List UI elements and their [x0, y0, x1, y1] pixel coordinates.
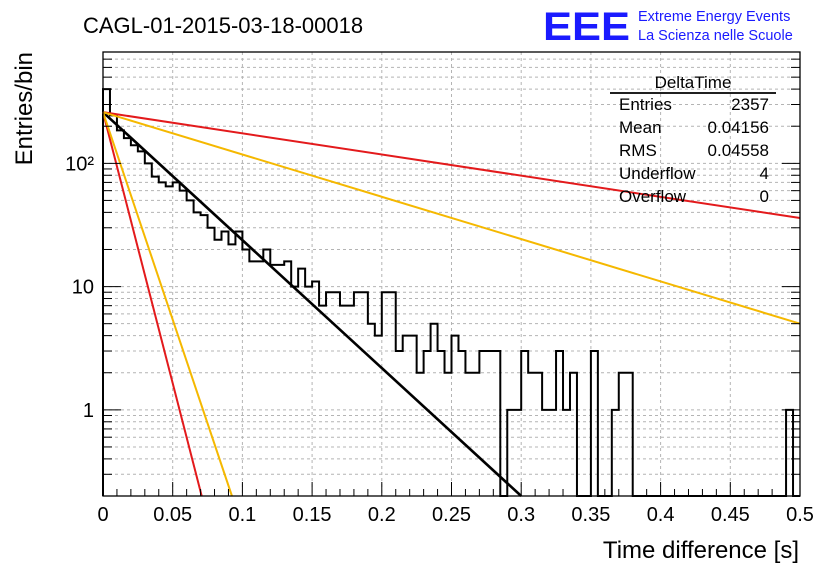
- plot-frame: [102, 51, 801, 497]
- logo-line1: Extreme Energy Events: [638, 9, 790, 25]
- axis-ticks: [102, 51, 801, 497]
- stats-label-overflow: Overflow: [619, 187, 687, 206]
- stats-box: DeltaTime Entries 2357 Mean 0.04156 RMS 0.045…: [610, 73, 776, 206]
- logo-mark: EEE: [543, 5, 630, 49]
- fit-line-4: [102, 111, 203, 497]
- x-tick-label: 0.5: [786, 504, 814, 526]
- stats-label-entries: Entries: [619, 95, 672, 114]
- fit-curves: [102, 111, 801, 497]
- y-tick-labels: 1 10 10²: [65, 153, 94, 422]
- stats-value-underflow: 4: [760, 164, 769, 183]
- stats-label-rms: RMS: [619, 141, 657, 160]
- logo-line2: La Scienza nelle Scuole: [638, 28, 793, 44]
- y-tick-label: 10²: [65, 153, 94, 175]
- histogram-outline: [102, 88, 800, 497]
- x-tick-label: 0.1: [228, 504, 256, 526]
- eee-logo: EEE Extreme Energy Events La Scienza nel…: [543, 5, 793, 49]
- stats-value-rms: 0.04558: [708, 141, 769, 160]
- histogram: [102, 88, 800, 497]
- x-tick-label: 0.15: [293, 504, 332, 526]
- stats-rows: Entries 2357 Mean 0.04156 RMS 0.04558 Underflo…: [619, 95, 769, 206]
- x-tick-label: 0.2: [368, 504, 396, 526]
- stats-label-underflow: Underflow: [619, 164, 696, 183]
- stats-value-mean: 0.04156: [708, 118, 769, 137]
- y-tick-label: 10: [72, 277, 94, 299]
- chart-title: CAGL-01-2015-03-18-00018: [83, 13, 363, 38]
- x-tick-label: 0.4: [647, 504, 675, 526]
- fit-line-5: [102, 111, 233, 497]
- fit-line-1: [102, 111, 523, 497]
- x-tick-label: 0.45: [711, 504, 750, 526]
- x-tick-label: 0.05: [153, 504, 192, 526]
- y-axis-label: Entries/bin: [11, 52, 38, 165]
- x-tick-label: 0.25: [432, 504, 471, 526]
- stats-label-mean: Mean: [619, 118, 662, 137]
- stats-title: DeltaTime: [655, 73, 732, 92]
- fit-line-2: [102, 111, 801, 219]
- x-tick-labels: 0 0.05 0.1 0.15 0.2 0.25 0.3 0.35 0.4 0.45 0.5: [97, 504, 813, 526]
- y-tick-label: 1: [83, 400, 94, 422]
- x-tick-label: 0.3: [507, 504, 535, 526]
- stats-value-entries: 2357: [731, 95, 769, 114]
- x-axis-label: Time difference [s]: [603, 537, 799, 564]
- x-tick-label: 0: [97, 504, 108, 526]
- stats-value-overflow: 0: [760, 187, 769, 206]
- x-tick-label: 0.35: [571, 504, 610, 526]
- fit-line-3: [102, 111, 801, 325]
